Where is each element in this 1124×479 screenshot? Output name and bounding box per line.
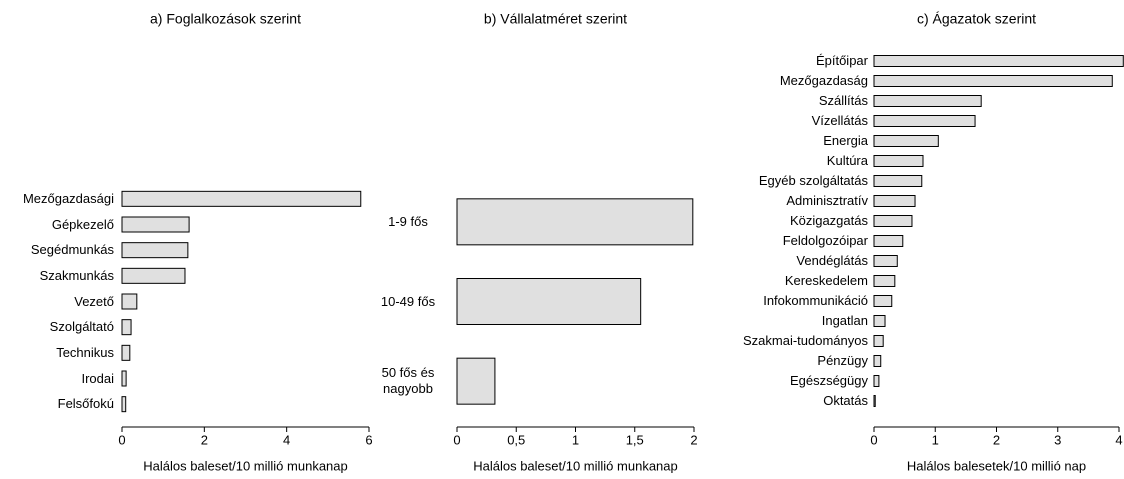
bar xyxy=(873,315,886,327)
category-label: Kultúra xyxy=(826,153,868,168)
x-tick-label: 1 xyxy=(572,432,579,447)
x-tick-label: 2 xyxy=(201,432,208,447)
bar xyxy=(873,175,923,187)
bar xyxy=(873,115,976,127)
x-axis-label: Halálos baleset/10 millió munkanap xyxy=(473,458,678,473)
category-label: Szállítás xyxy=(818,93,868,108)
bar xyxy=(873,375,880,387)
bar xyxy=(121,319,132,336)
category-label: 50 fős és nagyobb xyxy=(381,365,435,397)
bar xyxy=(121,216,190,233)
category-label: Feldolgozóipar xyxy=(782,233,868,248)
category-label: Adminisztratív xyxy=(786,193,868,208)
category-label: Pénzügy xyxy=(817,353,868,368)
category-label: Infokommunikáció xyxy=(763,293,868,308)
chart-title: c) Ágazatok szerint xyxy=(917,11,1036,27)
x-tick-label: 0 xyxy=(870,432,877,447)
x-axis-label: Halálos baleset/10 millió munkanap xyxy=(143,458,348,473)
bar xyxy=(873,335,884,347)
x-tick-label: 6 xyxy=(365,432,372,447)
bar xyxy=(121,293,138,310)
bar xyxy=(873,75,1113,87)
bar xyxy=(121,242,189,259)
x-tick-label: 3 xyxy=(1054,432,1061,447)
x-tick-label: 4 xyxy=(1115,432,1122,447)
x-tick-label: 1 xyxy=(932,432,939,447)
bar xyxy=(873,275,896,287)
bar xyxy=(121,267,186,284)
bar xyxy=(121,344,131,361)
category-label: Szakmunkás xyxy=(39,267,114,283)
bar xyxy=(121,396,127,413)
bar xyxy=(873,215,913,227)
category-label: Vízellátás xyxy=(811,113,868,128)
bar xyxy=(121,370,127,387)
category-label: Oktatás xyxy=(823,393,868,408)
x-tick-label: 0 xyxy=(118,432,125,447)
x-tick-label: 0,5 xyxy=(507,432,525,447)
bar xyxy=(873,195,916,207)
bar xyxy=(456,357,496,405)
chart-title: b) Vállalatméret szerint xyxy=(484,11,627,27)
category-label: Energia xyxy=(823,133,868,148)
category-label: Segédmunkás xyxy=(30,242,114,258)
bar xyxy=(873,355,882,367)
category-label: Mezőgazdaság xyxy=(779,73,868,88)
category-label: 1-9 fős xyxy=(388,213,428,229)
bar xyxy=(873,155,924,167)
chart-title: a) Foglalkozások szerint xyxy=(150,11,301,27)
category-label: Szolgáltató xyxy=(49,319,114,335)
x-tick-label: 2 xyxy=(690,432,697,447)
category-label: Vezető xyxy=(74,293,114,309)
category-label: Építőipar xyxy=(815,53,868,68)
category-label: Vendéglátás xyxy=(796,253,868,268)
x-tick-label: 2 xyxy=(993,432,1000,447)
bar xyxy=(456,198,694,246)
bar xyxy=(873,395,876,407)
bar xyxy=(121,190,362,207)
category-label: Egészségügy xyxy=(789,373,868,388)
bar xyxy=(873,235,904,247)
bar xyxy=(873,135,939,147)
category-label: Kereskedelem xyxy=(784,273,868,288)
bar xyxy=(873,55,1124,67)
category-label: Szakmai-tudományos xyxy=(743,333,868,348)
x-axis-label: Halálos balesetek/10 millió nap xyxy=(907,458,1086,473)
x-tick-label: 1,5 xyxy=(626,432,644,447)
category-label: Gépkezelő xyxy=(51,216,114,232)
bar xyxy=(873,255,898,267)
category-label: Ingatlan xyxy=(821,313,868,328)
x-tick-label: 0 xyxy=(453,432,460,447)
category-label: Felsőfokú xyxy=(57,396,114,412)
bar xyxy=(456,278,642,325)
bar xyxy=(873,95,982,107)
category-label: Technikus xyxy=(56,344,114,360)
x-tick-label: 4 xyxy=(283,432,290,447)
category-label: Közigazgatás xyxy=(789,213,868,228)
category-label: Mezőgazdasági xyxy=(22,190,114,206)
bar xyxy=(873,295,893,307)
category-label: Irodai xyxy=(81,370,114,386)
category-label: Egyéb szolgáltatás xyxy=(758,173,868,188)
category-label: 10-49 fős xyxy=(380,293,436,309)
